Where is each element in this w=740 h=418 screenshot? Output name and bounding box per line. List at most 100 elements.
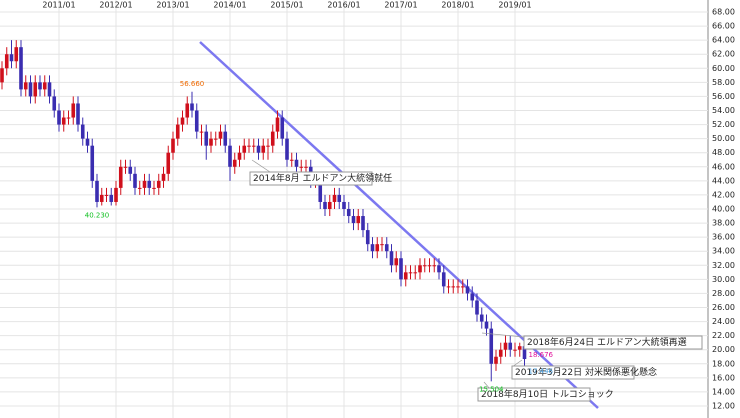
candle-body [175,124,180,139]
candle-body [365,230,370,245]
candle-body [199,131,204,133]
y-tick-label: 36.00 [712,233,735,242]
candle-body [513,349,517,351]
y-tick-label: 42.00 [712,190,735,199]
x-tick-label: 2019/01 [498,1,531,10]
annotations: 2014年8月 エルドアン大統領就任 2018年6月24日 エルドアン大統領再選… [249,159,703,402]
candle-body [275,117,280,132]
y-tick-label: 60.00 [712,64,735,73]
candle-body [80,124,85,139]
candle-body [85,138,90,146]
candle-body [327,201,332,209]
candle-body [522,346,527,360]
candle-body [104,194,109,196]
candles [0,40,527,382]
y-tick-label: 32.00 [712,261,735,270]
candle-body [90,145,95,181]
candle-body [38,82,42,90]
candle-body [432,265,437,267]
candle-body [389,251,394,266]
candle-body [418,265,422,273]
candle-body [256,145,261,153]
value-label: 17.446 [529,368,554,376]
candle-body [351,216,356,224]
candle-body [228,145,232,167]
y-tick-label: 64.00 [712,36,735,45]
candle-body [261,145,266,153]
y-tick-label: 62.00 [712,50,735,59]
y-tick-label: 52.00 [712,120,735,129]
candle-body [209,138,213,146]
y-tick-label: 18.00 [712,359,735,368]
candle-body [403,272,408,280]
candle-body [299,166,304,168]
y-tick-label: 12.00 [712,402,735,411]
candle-body [28,82,33,97]
candle-body [204,131,209,146]
candle-body [185,103,190,118]
y-tick-label: 50.00 [712,134,735,143]
y-tick-label: 56.00 [712,92,735,101]
candle-body [194,110,199,132]
annotation: 2018年6月24日 エルドアン大統領再選 [527,336,687,348]
candle-body [346,209,351,217]
candle-body [180,117,185,125]
candle-body [484,321,489,329]
candle-body [280,117,285,139]
candle-body [9,54,14,62]
grid [0,0,708,418]
candle-body [294,159,299,167]
candle-body [318,180,323,202]
candle-body [118,166,123,188]
y-tick-label: 66.00 [712,22,735,31]
candle-body [465,286,470,294]
candle-body [456,286,460,288]
candle-body [517,346,522,350]
candle-body [399,258,403,280]
y-tick-label: 16.00 [712,373,735,382]
y-tick-label: 30.00 [712,275,735,284]
candle-body [475,300,479,315]
candle-body [285,138,289,160]
candle-body [356,216,361,224]
candle-body [42,82,47,90]
candle-body [218,131,223,139]
candle-body [304,166,308,168]
candle-body [422,265,427,267]
annotation: 2018年8月10日 トルコショック [481,388,614,400]
x-tick-label: 2016/01 [327,1,360,10]
candle-body [213,138,218,140]
candle-body [171,138,175,153]
candle-body [408,272,413,274]
annotation-box [477,387,591,402]
candle-body [427,265,432,267]
candle-body [14,47,19,62]
y-tick-label: 54.00 [712,106,735,115]
candle-body [289,159,294,161]
candle-body [242,145,247,153]
candle-body [147,180,152,188]
x-tick-label: 2015/01 [270,1,303,10]
x-tick-label: 2014/01 [213,1,246,10]
annotation-box [249,171,373,186]
annotation: 2019年3月22日 対米関係悪化懸念 [515,366,657,378]
candle-body [0,68,4,83]
candle-body [451,286,456,288]
candle-body [489,328,494,364]
candle-body [503,342,508,350]
candle-body [508,342,513,350]
candle-body [384,244,389,252]
y-tick-label: 22.00 [712,331,735,340]
candle-body [437,265,441,273]
y-tick-label: 46.00 [712,162,735,171]
candle-body [361,216,365,231]
candle-body [323,201,327,209]
candle-body [99,194,104,202]
connector [251,159,271,173]
x-tick-label: 2012/01 [99,1,132,10]
y-tick-label: 26.00 [712,303,735,312]
annotation-box [511,365,635,380]
candle-body [123,166,128,168]
candle-body [446,286,451,288]
annotation: 2014年8月 エルドアン大統領就任 [253,172,392,184]
